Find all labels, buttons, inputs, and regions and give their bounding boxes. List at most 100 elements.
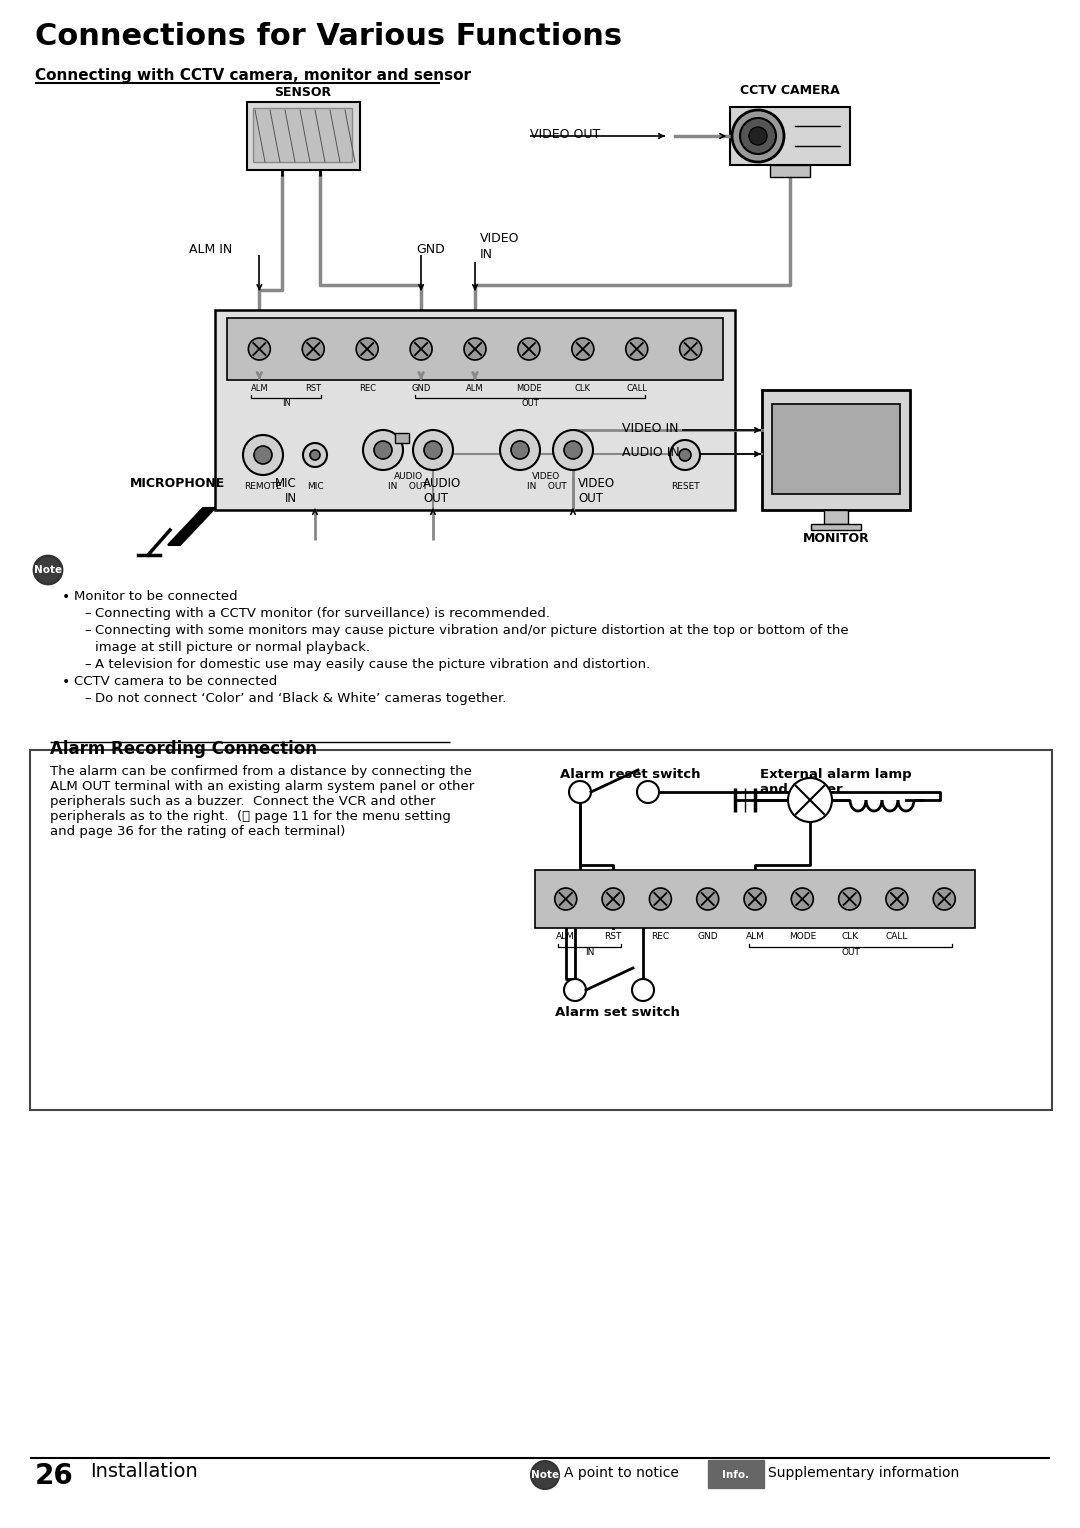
Text: Note: Note xyxy=(33,565,62,575)
Text: •: • xyxy=(62,590,70,604)
Text: The alarm can be confirmed from a distance by connecting the
ALM OUT terminal wi: The alarm can be confirmed from a distan… xyxy=(50,766,474,837)
Text: Supplementary information: Supplementary information xyxy=(768,1465,959,1481)
Text: •: • xyxy=(62,675,70,689)
Text: AUDIO: AUDIO xyxy=(393,472,422,481)
Circle shape xyxy=(602,888,624,911)
Text: VIDEO IN: VIDEO IN xyxy=(622,422,678,435)
Circle shape xyxy=(886,888,908,911)
Circle shape xyxy=(750,127,767,145)
Circle shape xyxy=(500,429,540,471)
Text: –: – xyxy=(84,607,91,620)
Text: REMOTE: REMOTE xyxy=(244,481,282,490)
Bar xyxy=(730,107,850,165)
Text: 26: 26 xyxy=(35,1462,73,1490)
Bar xyxy=(535,869,975,927)
Text: ALM: ALM xyxy=(745,932,765,941)
Text: Alarm Recording Connection: Alarm Recording Connection xyxy=(50,740,318,758)
Text: REC: REC xyxy=(651,932,670,941)
Circle shape xyxy=(363,429,403,471)
Circle shape xyxy=(511,442,529,458)
Text: Info.: Info. xyxy=(723,1470,750,1481)
Circle shape xyxy=(839,888,861,911)
Bar xyxy=(247,102,360,170)
Circle shape xyxy=(564,442,582,458)
Circle shape xyxy=(531,1461,559,1488)
Text: Alarm reset switch: Alarm reset switch xyxy=(561,769,701,781)
Circle shape xyxy=(697,888,718,911)
Circle shape xyxy=(792,888,813,911)
Circle shape xyxy=(410,338,432,361)
Circle shape xyxy=(625,338,648,361)
FancyBboxPatch shape xyxy=(708,1459,764,1488)
Text: External alarm lamp
and buzzer: External alarm lamp and buzzer xyxy=(760,769,912,796)
Text: OUT: OUT xyxy=(521,399,539,408)
Circle shape xyxy=(564,979,586,1001)
Text: –: – xyxy=(84,692,91,704)
Text: VIDEO: VIDEO xyxy=(480,232,519,244)
Circle shape xyxy=(732,110,784,162)
Text: IN: IN xyxy=(282,399,291,408)
Circle shape xyxy=(243,435,283,475)
Text: MONITOR: MONITOR xyxy=(802,532,869,545)
Text: RESET: RESET xyxy=(671,481,700,490)
Circle shape xyxy=(679,338,702,361)
Text: ALM: ALM xyxy=(251,384,268,393)
Circle shape xyxy=(33,556,62,584)
Text: CCTV camera to be connected: CCTV camera to be connected xyxy=(75,675,278,688)
Text: ALM: ALM xyxy=(467,384,484,393)
Text: REC: REC xyxy=(359,384,376,393)
Circle shape xyxy=(637,781,659,804)
Circle shape xyxy=(740,118,777,154)
Circle shape xyxy=(302,338,324,361)
Text: RST: RST xyxy=(605,932,622,941)
Bar xyxy=(253,108,352,162)
Circle shape xyxy=(303,443,327,468)
Bar xyxy=(770,165,810,177)
Text: VIDEO: VIDEO xyxy=(532,472,561,481)
Text: SENSOR: SENSOR xyxy=(274,86,332,99)
Text: Installation: Installation xyxy=(90,1462,198,1481)
Text: CALL: CALL xyxy=(626,384,647,393)
Text: Alarm set switch: Alarm set switch xyxy=(555,1005,680,1019)
Bar xyxy=(395,432,409,443)
Bar xyxy=(772,403,900,494)
Circle shape xyxy=(424,442,442,458)
Circle shape xyxy=(679,449,691,461)
Bar xyxy=(30,750,1052,1109)
Text: MIC
IN: MIC IN xyxy=(275,477,297,504)
Text: Connections for Various Functions: Connections for Various Functions xyxy=(35,21,622,50)
Text: Do not connect ‘Color’ and ‘Black & White’ cameras together.: Do not connect ‘Color’ and ‘Black & Whit… xyxy=(95,692,507,704)
Text: ALM: ALM xyxy=(556,932,576,941)
Text: VIDEO OUT: VIDEO OUT xyxy=(530,128,600,141)
Text: –: – xyxy=(84,623,91,637)
Circle shape xyxy=(248,338,270,361)
Text: MODE: MODE xyxy=(516,384,542,393)
Circle shape xyxy=(553,429,593,471)
Text: IN: IN xyxy=(584,947,594,957)
Circle shape xyxy=(464,338,486,361)
Polygon shape xyxy=(168,507,215,545)
Text: IN    OUT: IN OUT xyxy=(388,481,428,490)
Circle shape xyxy=(374,442,392,458)
Bar xyxy=(762,390,910,510)
Text: CCTV CAMERA: CCTV CAMERA xyxy=(740,84,840,96)
Text: GND: GND xyxy=(411,384,431,393)
Text: MIC: MIC xyxy=(307,481,323,490)
Circle shape xyxy=(670,440,700,471)
Circle shape xyxy=(518,338,540,361)
Text: Connecting with a CCTV monitor (for surveillance) is recommended.: Connecting with a CCTV monitor (for surv… xyxy=(95,607,550,620)
Circle shape xyxy=(744,888,766,911)
Text: AUDIO
OUT: AUDIO OUT xyxy=(423,477,461,504)
Text: ALM IN: ALM IN xyxy=(189,243,232,257)
Circle shape xyxy=(254,446,272,465)
Text: IN: IN xyxy=(480,248,492,261)
Text: VIDEO
OUT: VIDEO OUT xyxy=(578,477,616,504)
Text: GND: GND xyxy=(698,932,718,941)
Circle shape xyxy=(555,888,577,911)
Text: MICROPHONE: MICROPHONE xyxy=(130,477,226,490)
Text: OUT: OUT xyxy=(841,947,860,957)
Bar xyxy=(227,318,723,380)
Bar xyxy=(215,310,735,510)
Circle shape xyxy=(632,979,654,1001)
Text: CALL: CALL xyxy=(886,932,908,941)
